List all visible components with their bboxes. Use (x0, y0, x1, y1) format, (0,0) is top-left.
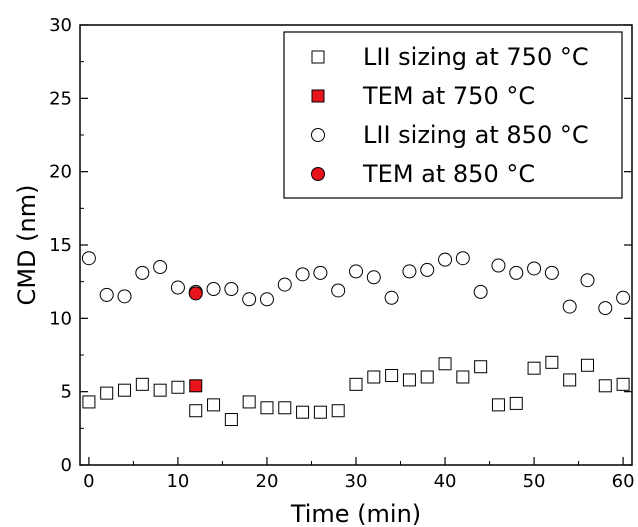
circle-data-point (562, 299, 577, 314)
x-axis-label: Time (min) (290, 500, 421, 527)
square-data-point (82, 395, 96, 409)
square-data-point (296, 405, 310, 419)
square-data-point (420, 370, 434, 384)
circle-data-point (455, 251, 470, 266)
square-data-point (224, 413, 238, 427)
circle-data-point (277, 277, 292, 292)
y-tick-label: 25 (49, 88, 72, 109)
square-data-point (135, 377, 149, 391)
square-data-point (598, 379, 612, 393)
y-axis-label: CMD (nm) (13, 185, 41, 306)
square-data-point (260, 401, 274, 415)
legend-marker (311, 167, 325, 181)
square-data-point (545, 355, 559, 369)
square-data-point (331, 404, 345, 418)
circle-data-point (206, 282, 221, 296)
x-tick-label: 40 (434, 471, 457, 492)
circle-data-point (438, 252, 453, 267)
square-data-point (118, 383, 132, 397)
square-data-point (189, 404, 203, 418)
legend-marker (311, 50, 325, 64)
circle-data-point (384, 290, 399, 305)
square-data-point (207, 398, 221, 412)
x-tick-label: 0 (83, 471, 94, 492)
circle-data-point (81, 251, 96, 266)
circle-data-point (598, 301, 613, 316)
circle-data-point (366, 270, 381, 285)
square-data-point (491, 398, 505, 412)
legend-marker (311, 128, 325, 142)
square-data-point (385, 369, 399, 383)
square-data-point (402, 373, 416, 387)
y-tick-label: 20 (49, 162, 72, 183)
circle-data-point (117, 289, 132, 304)
circle-data-point (580, 273, 595, 288)
x-tick-label: 30 (345, 471, 368, 492)
square-data-point (242, 395, 256, 409)
square-data-point (367, 370, 381, 384)
data-points (81, 251, 631, 427)
square-data-point (456, 370, 470, 384)
x-tick-label: 50 (523, 471, 546, 492)
circle-data-point (331, 283, 346, 298)
x-tick-label: 20 (256, 471, 279, 492)
square-data-point (100, 386, 114, 400)
circle-data-point (295, 267, 310, 282)
square-data-point (349, 377, 363, 391)
square-data-point (278, 401, 292, 415)
square-data-point (474, 360, 488, 374)
y-tick-label: 5 (61, 382, 72, 403)
circle-data-point (420, 262, 435, 277)
y-tick-label: 0 (61, 455, 72, 476)
circle-data-point (224, 282, 239, 296)
square-data-point (563, 373, 577, 387)
square-data-point (171, 380, 185, 394)
square-data-point (580, 358, 594, 372)
legend-marker (311, 89, 325, 103)
square-data-point (153, 383, 167, 397)
circle-data-point (544, 265, 559, 280)
x-tick-label: 60 (612, 471, 635, 492)
circle-data-point (313, 265, 328, 280)
circle-data-point (473, 284, 488, 299)
circle-data-point (527, 261, 542, 276)
x-tick-label: 10 (166, 471, 189, 492)
legend-entry-label: LII sizing at 850 °C (363, 121, 589, 149)
square-data-point (438, 357, 452, 371)
legend-entry-label: LII sizing at 750 °C (363, 43, 589, 71)
circle-data-point (99, 287, 114, 302)
legend-box (283, 31, 623, 199)
circle-data-point (259, 292, 274, 307)
circle-data-point (188, 286, 203, 301)
circle-data-point (135, 265, 150, 280)
square-data-point (189, 379, 203, 393)
square-data-point (313, 405, 327, 419)
circle-data-point (170, 280, 185, 295)
legend-entry-label: TEM at 750 °C (362, 82, 535, 110)
y-tick-label: 30 (49, 15, 72, 36)
legend: LII sizing at 750 °C TEM at 750 °C LII siz… (283, 31, 623, 199)
circle-data-point (616, 290, 631, 305)
square-data-point (527, 361, 541, 375)
circle-data-point (509, 265, 524, 280)
circle-data-point (242, 292, 257, 307)
square-data-point (509, 396, 523, 410)
y-tick-label: 10 (49, 308, 72, 329)
circle-data-point (349, 264, 363, 279)
circle-data-point (402, 264, 417, 279)
square-data-point (616, 377, 630, 391)
circle-data-point (491, 258, 506, 273)
circle-data-point (153, 260, 168, 274)
axis-ticks: 0 10 20 30 40 50 60 0 5 10 15 20 25 30 (49, 15, 634, 492)
y-tick-label: 15 (49, 235, 72, 256)
legend-entry-label: TEM at 850 °C (362, 160, 535, 188)
